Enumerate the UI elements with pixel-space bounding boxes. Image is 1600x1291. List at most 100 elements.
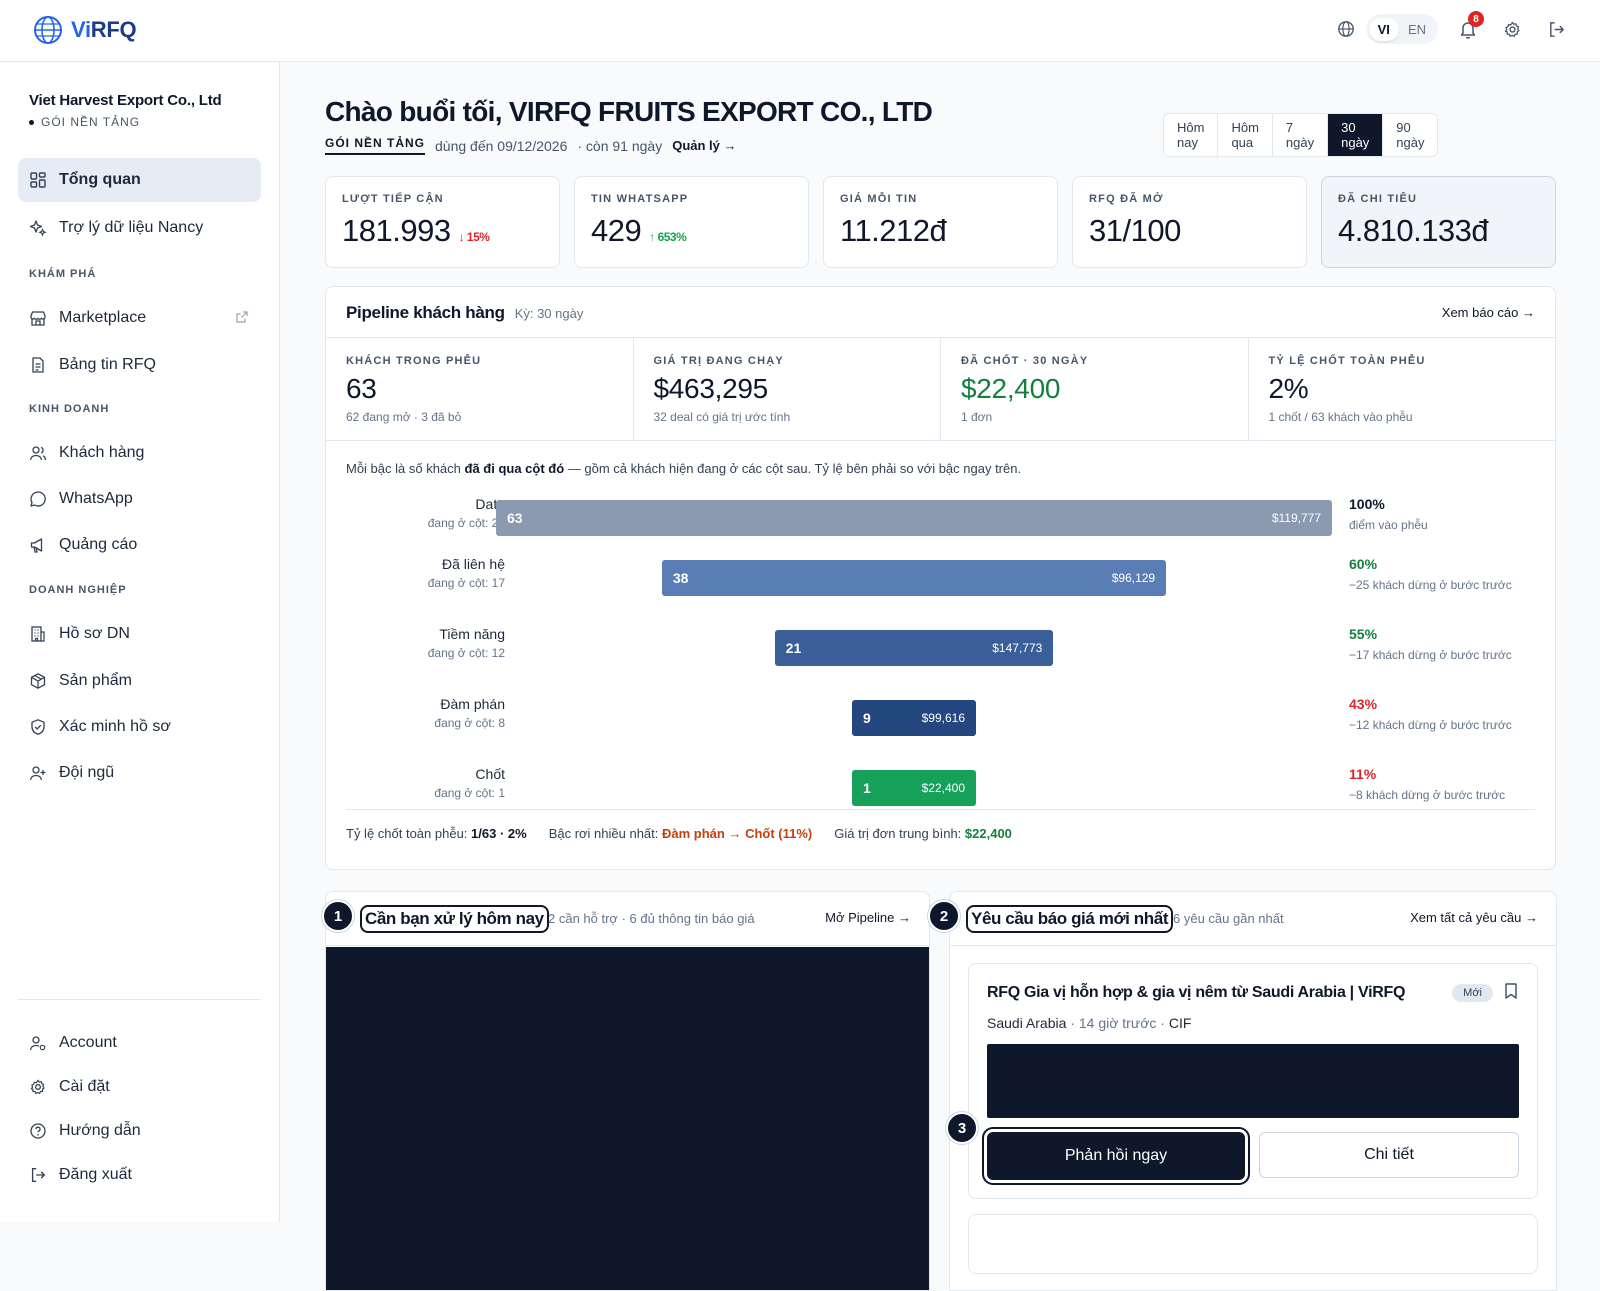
view-report-link[interactable]: Xem báo cáo → <box>1441 305 1535 320</box>
sidebar-item-whatsapp[interactable]: WhatsApp <box>18 477 261 521</box>
open-pipeline-link[interactable]: Mở Pipeline → <box>825 910 911 925</box>
kpi-delta: ↓ 15% <box>458 230 490 244</box>
sidebar-item-customers[interactable]: Khách hàng <box>18 431 261 475</box>
kpi-value: 429 <box>591 213 642 248</box>
pipeline-title: Pipeline khách hàng <box>346 303 505 322</box>
package-icon <box>30 673 46 689</box>
logout-icon <box>1549 21 1564 37</box>
range-30-days[interactable]: 30 ngày <box>1328 114 1384 156</box>
section-business: KINH DOANH <box>29 403 110 415</box>
todo-content-panel <box>326 947 929 1290</box>
bookmark-icon[interactable] <box>1503 982 1519 1000</box>
stage-percent-note: −25 khách dừng ở bước trước <box>1349 578 1512 592</box>
detail-button[interactable]: Chi tiết <box>1259 1132 1519 1178</box>
page-title: Chào buổi tối, VIRFQ FRUITS EXPORT CO., … <box>325 96 933 127</box>
footer-close-rate: Tỷ lệ chốt toàn phễu: 1/63 · 2% <box>346 826 527 841</box>
logout-button[interactable] <box>1542 15 1570 43</box>
kpi-value: 4.810.133đ <box>1338 213 1489 248</box>
funnel-bar[interactable]: 38 $96,129 <box>661 560 1167 596</box>
settings-button[interactable] <box>1498 15 1526 43</box>
reply-now-button[interactable]: Phản hồi ngay <box>987 1132 1245 1180</box>
range-today[interactable]: Hôm nay <box>1164 114 1219 156</box>
funnel-bar[interactable]: 21 $147,773 <box>774 630 1054 666</box>
rfq-content-panel <box>987 1044 1519 1118</box>
view-all-rfq-link[interactable]: Xem tất cả yêu cầu → <box>1410 910 1538 925</box>
lang-en-button[interactable]: EN <box>1407 21 1426 37</box>
store-icon <box>30 311 46 326</box>
sidebar-item-profile[interactable]: Hồ sơ DN <box>18 612 261 656</box>
sidebar-item-account[interactable]: Account <box>18 1021 261 1065</box>
stage-percent: 43% <box>1349 696 1378 712</box>
range-yesterday[interactable]: Hôm qua <box>1218 114 1273 156</box>
funnel-bar[interactable]: 9 $99,616 <box>852 700 976 736</box>
company-name: Viet Harvest Export Co., Ltd <box>29 92 222 109</box>
shield-check-icon <box>31 719 45 735</box>
funnel-stage-row: Tiềm năng đang ở cột: 12 21 $147,773 55% −17 … <box>326 626 1555 686</box>
stat-value: $22,400 <box>961 373 1061 404</box>
stat-label: TỶ LỆ CHỐT TOÀN PHỄU <box>1268 355 1426 367</box>
plan-manage-link[interactable]: Quản lý → <box>672 138 737 153</box>
stage-count: 9 <box>863 710 871 726</box>
sparkles-icon <box>29 220 47 237</box>
building-icon <box>31 626 45 642</box>
kpi-cost-per-message: GIÁ MỖI TIN 11.212đ <box>823 176 1058 268</box>
stage-name: Tiềm năng <box>439 626 505 642</box>
rfq-title: RFQ Gia vị hỗn hợp & gia vị nêm từ Saudi… <box>987 984 1406 1001</box>
sidebar-item-label: Bảng tin RFQ <box>59 356 156 373</box>
sidebar-item-rfq-board[interactable]: Bảng tin RFQ <box>18 343 261 387</box>
external-link-icon <box>236 311 248 323</box>
todo-sub: 2 cần hỗ trợ · 6 đủ thông tin báo giá <box>548 911 755 926</box>
sidebar-item-guide[interactable]: Hướng dẫn <box>18 1109 261 1153</box>
stage-name: Data <box>475 496 505 512</box>
sidebar-item-settings[interactable]: Cài đặt <box>18 1065 261 1109</box>
stat-sub: 62 đang mở · 3 đã bỏ <box>346 410 462 424</box>
sidebar-item-label: Khách hàng <box>59 444 145 461</box>
sidebar-item-label: Quảng cáo <box>59 536 138 553</box>
funnel-stage-rate: 11% −8 khách dừng ở bước trước <box>1349 766 1549 804</box>
funnel-stage-rate: 60% −25 khách dừng ở bước trước <box>1349 556 1549 594</box>
notification-button[interactable]: 8 <box>1454 11 1484 43</box>
sidebar-item-marketplace[interactable]: Marketplace <box>18 296 261 340</box>
sidebar-item-logout[interactable]: Đăng xuất <box>18 1153 261 1197</box>
sidebar-item-label: Hồ sơ DN <box>59 625 130 642</box>
funnel-stage-row: Đã liên hệ đang ở cột: 17 38 $96,129 60% −25 … <box>326 556 1555 616</box>
sidebar-item-team[interactable]: Đội ngũ <box>18 751 261 795</box>
stage-count: 21 <box>785 640 802 656</box>
kpi-value: 181.993 <box>342 213 451 248</box>
funnel-note: Mỗi bậc là số khách đã đi qua cột đó — g… <box>346 461 1022 476</box>
range-7-days[interactable]: 7 ngày <box>1273 114 1329 156</box>
sidebar-item-verify[interactable]: Xác minh hồ sơ <box>18 705 261 749</box>
funnel-bar[interactable]: 1 $22,400 <box>852 770 976 806</box>
stage-percent: 60% <box>1349 556 1378 572</box>
range-90-days[interactable]: 90 ngày <box>1396 120 1425 150</box>
sidebar-item-label: Sản phẩm <box>59 672 132 689</box>
stage-percent-note: −12 khách dừng ở bước trước <box>1349 718 1512 732</box>
stage-count: 1 <box>863 780 871 796</box>
stage-count: 38 <box>672 570 689 586</box>
sidebar-item-ads[interactable]: Quảng cáo <box>18 523 261 567</box>
rfq-item[interactable] <box>968 1214 1538 1274</box>
logout-icon <box>31 1168 46 1182</box>
users-icon <box>29 446 47 461</box>
stat-value: 2% <box>1268 373 1309 404</box>
sidebar-item-label: Hướng dẫn <box>59 1122 141 1139</box>
funnel-stage-label: Data đang ở cột: 25 <box>428 496 505 530</box>
stage-amount: $147,773 <box>992 641 1043 655</box>
sidebar-item-products[interactable]: Sản phẩm <box>18 659 261 703</box>
funnel-stage-row: Đàm phán đang ở cột: 8 9 $99,616 43% −12 khác… <box>326 696 1555 756</box>
pipeline-period: Kỳ: 30 ngày <box>514 306 584 321</box>
funnel-bar[interactable]: 63 $119,777 <box>496 500 1332 536</box>
brand-logo[interactable]: ViRFQ <box>33 15 137 45</box>
sidebar-item-nancy[interactable]: Trợ lý dữ liệu Nancy <box>18 206 261 250</box>
step-badge-1: 1 <box>322 900 354 932</box>
company-plan: GÓI NỀN TẢNG <box>29 115 222 129</box>
sidebar-item-overview[interactable]: Tổng quan <box>18 158 261 202</box>
stat-value: 63 <box>346 373 377 404</box>
funnel-stage-label: Đã liên hệ đang ở cột: 17 <box>428 556 505 590</box>
sidebar-item-label: Trợ lý dữ liệu Nancy <box>59 219 204 236</box>
rfq-item[interactable]: RFQ Gia vị hỗn hợp & gia vị nêm từ Saudi… <box>968 963 1538 1199</box>
stage-name: Chốt <box>475 766 505 782</box>
globe-logo-icon <box>34 16 62 44</box>
lang-vi-button[interactable]: VI <box>1368 17 1399 41</box>
step-badge-3: 3 <box>946 1112 978 1144</box>
